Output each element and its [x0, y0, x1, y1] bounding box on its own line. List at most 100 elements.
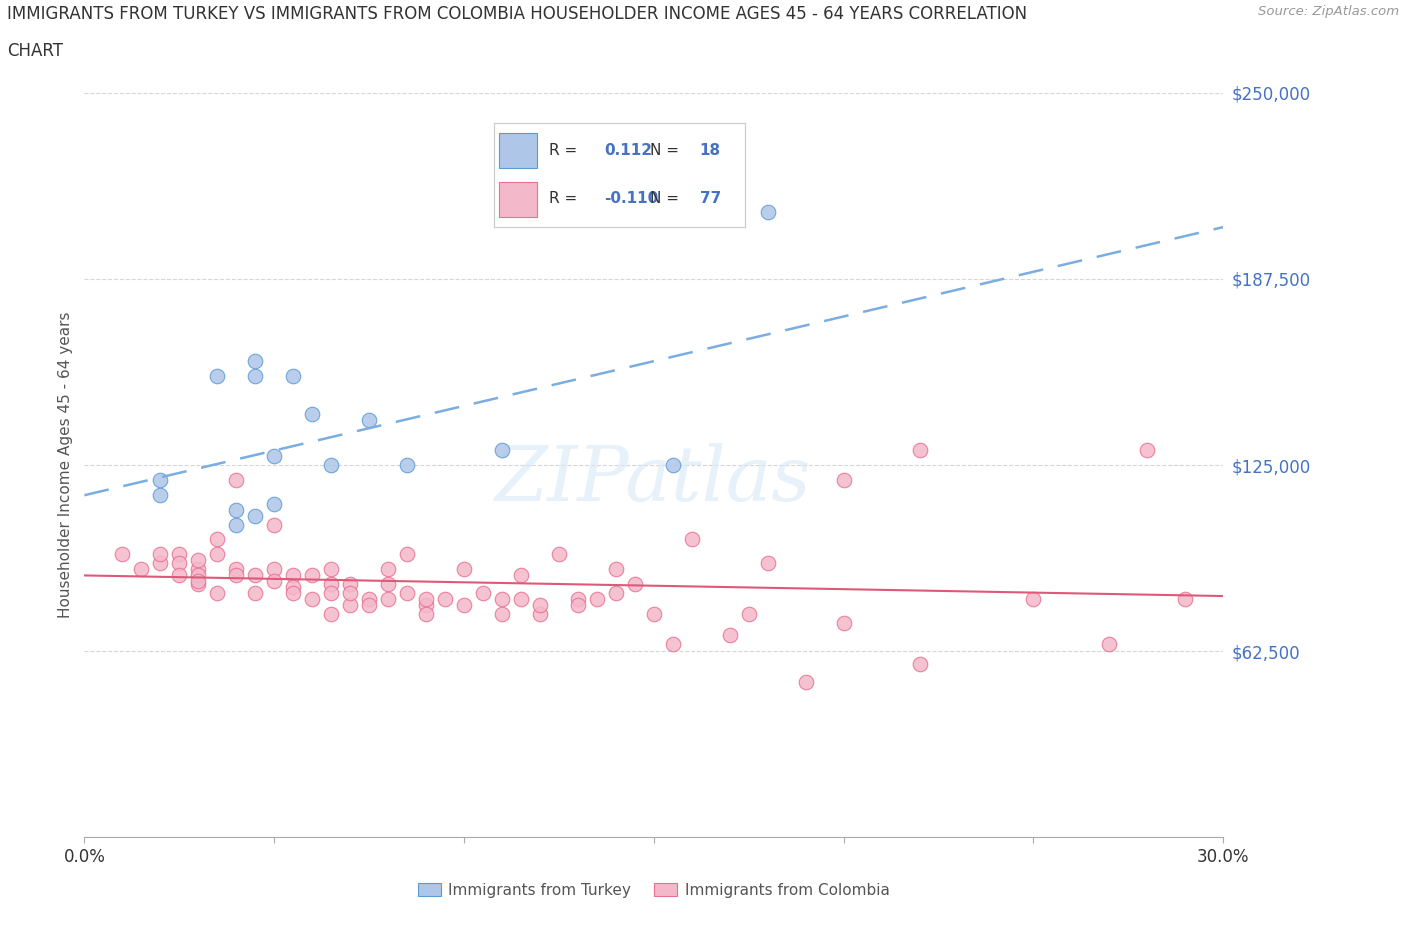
- Point: [283, 579, 305, 594]
- Point: [207, 547, 229, 562]
- Point: [263, 574, 285, 589]
- Point: [377, 562, 399, 577]
- Point: [794, 675, 817, 690]
- Point: [339, 597, 361, 612]
- Point: [396, 586, 419, 601]
- Point: [169, 567, 191, 582]
- Point: [718, 627, 741, 642]
- Point: [187, 552, 209, 567]
- Point: [263, 497, 285, 512]
- Point: [605, 586, 627, 601]
- Point: [339, 577, 361, 591]
- Point: [263, 562, 285, 577]
- Point: [681, 532, 703, 547]
- Point: [263, 517, 285, 532]
- Point: [321, 562, 343, 577]
- Point: [756, 556, 779, 571]
- Point: [321, 586, 343, 601]
- Point: [510, 591, 533, 606]
- Point: [245, 353, 267, 368]
- Point: [415, 591, 437, 606]
- Point: [131, 562, 153, 577]
- Point: [491, 591, 513, 606]
- Point: [283, 567, 305, 582]
- Point: [169, 556, 191, 571]
- Point: [434, 591, 457, 606]
- Point: [586, 591, 609, 606]
- Point: [187, 574, 209, 589]
- Point: [149, 547, 172, 562]
- Point: [1098, 636, 1121, 651]
- Point: [908, 443, 931, 458]
- Point: [263, 448, 285, 463]
- Point: [283, 586, 305, 601]
- Point: [1022, 591, 1045, 606]
- Point: [529, 606, 551, 621]
- Text: CHART: CHART: [7, 42, 63, 60]
- Point: [301, 407, 323, 422]
- Point: [187, 562, 209, 577]
- Point: [169, 547, 191, 562]
- Point: [529, 597, 551, 612]
- Point: [377, 591, 399, 606]
- Point: [245, 586, 267, 601]
- Point: [207, 586, 229, 601]
- Point: [207, 532, 229, 547]
- Point: [548, 547, 571, 562]
- Point: [908, 657, 931, 671]
- Text: Source: ZipAtlas.com: Source: ZipAtlas.com: [1258, 5, 1399, 18]
- Point: [1174, 591, 1197, 606]
- Point: [359, 597, 381, 612]
- Point: [662, 636, 685, 651]
- Point: [301, 591, 323, 606]
- Point: [415, 606, 437, 621]
- Point: [359, 413, 381, 428]
- Point: [339, 586, 361, 601]
- Point: [396, 458, 419, 472]
- Point: [321, 606, 343, 621]
- Point: [225, 517, 247, 532]
- Legend: Immigrants from Turkey, Immigrants from Colombia: Immigrants from Turkey, Immigrants from …: [412, 876, 896, 904]
- Point: [643, 606, 665, 621]
- Point: [245, 508, 267, 523]
- Point: [207, 368, 229, 383]
- Point: [756, 205, 779, 219]
- Point: [149, 487, 172, 502]
- Point: [1136, 443, 1159, 458]
- Point: [510, 567, 533, 582]
- Point: [415, 597, 437, 612]
- Point: [301, 567, 323, 582]
- Point: [738, 606, 761, 621]
- Point: [187, 577, 209, 591]
- Point: [605, 562, 627, 577]
- Point: [832, 472, 855, 487]
- Point: [283, 368, 305, 383]
- Point: [225, 567, 247, 582]
- Point: [359, 591, 381, 606]
- Point: [321, 577, 343, 591]
- Text: IMMIGRANTS FROM TURKEY VS IMMIGRANTS FROM COLOMBIA HOUSEHOLDER INCOME AGES 45 - : IMMIGRANTS FROM TURKEY VS IMMIGRANTS FRO…: [7, 5, 1028, 22]
- Point: [225, 502, 247, 517]
- Point: [453, 562, 475, 577]
- Point: [225, 472, 247, 487]
- Point: [111, 547, 134, 562]
- Point: [321, 458, 343, 472]
- Point: [624, 577, 647, 591]
- Point: [662, 458, 685, 472]
- Point: [187, 567, 209, 582]
- Point: [245, 567, 267, 582]
- Point: [567, 591, 589, 606]
- Point: [567, 597, 589, 612]
- Point: [453, 597, 475, 612]
- Point: [491, 606, 513, 621]
- Point: [491, 443, 513, 458]
- Text: ZIPatlas: ZIPatlas: [495, 443, 813, 517]
- Y-axis label: Householder Income Ages 45 - 64 years: Householder Income Ages 45 - 64 years: [58, 312, 73, 618]
- Point: [472, 586, 495, 601]
- Point: [149, 472, 172, 487]
- Point: [377, 577, 399, 591]
- Point: [149, 556, 172, 571]
- Point: [396, 547, 419, 562]
- Point: [245, 368, 267, 383]
- Point: [832, 616, 855, 631]
